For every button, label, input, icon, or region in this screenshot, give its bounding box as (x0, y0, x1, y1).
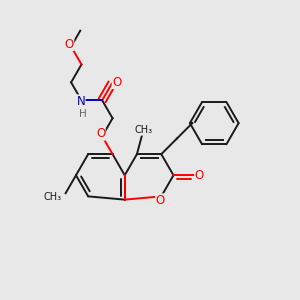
Text: O: O (96, 127, 105, 140)
Text: CH₃: CH₃ (44, 192, 62, 202)
Text: O: O (155, 194, 165, 207)
Text: N: N (76, 95, 85, 108)
Text: O: O (112, 76, 121, 89)
Text: CH₃: CH₃ (135, 125, 153, 135)
Text: H: H (79, 109, 86, 119)
Text: O: O (65, 38, 74, 51)
Text: O: O (195, 169, 204, 182)
